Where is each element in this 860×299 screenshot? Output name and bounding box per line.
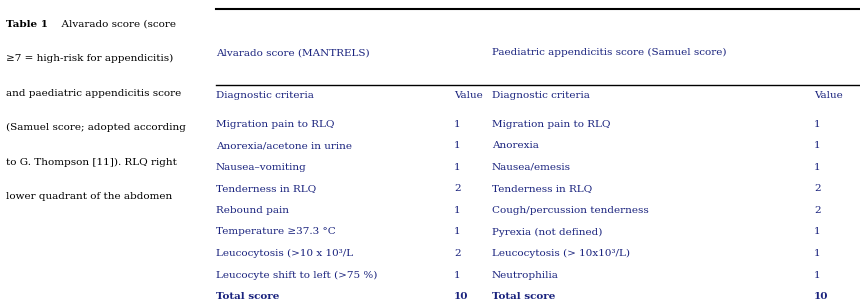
Text: Diagnostic criteria: Diagnostic criteria <box>216 91 314 100</box>
Text: lower quadrant of the abdomen: lower quadrant of the abdomen <box>6 192 172 201</box>
Text: Nausea/emesis: Nausea/emesis <box>492 163 571 172</box>
Text: Cough/percussion tenderness: Cough/percussion tenderness <box>492 206 648 215</box>
Text: Neutrophilia: Neutrophilia <box>492 271 559 280</box>
Text: Temperature ≥37.3 °C: Temperature ≥37.3 °C <box>216 228 335 237</box>
Text: 2: 2 <box>814 206 820 215</box>
Text: Leucocytosis (> 10x10³/L): Leucocytosis (> 10x10³/L) <box>492 249 630 258</box>
Text: 1: 1 <box>814 271 820 280</box>
Text: 1: 1 <box>814 228 820 237</box>
Text: Migration pain to RLQ: Migration pain to RLQ <box>492 120 611 129</box>
Text: 1: 1 <box>454 228 461 237</box>
Text: Value: Value <box>814 91 843 100</box>
Text: 1: 1 <box>454 141 461 150</box>
Text: Total score: Total score <box>492 292 555 299</box>
Text: (Samuel score; adopted according: (Samuel score; adopted according <box>6 123 186 132</box>
Text: Migration pain to RLQ: Migration pain to RLQ <box>216 120 335 129</box>
Text: 1: 1 <box>454 206 461 215</box>
Text: Value: Value <box>454 91 482 100</box>
Text: Alvarado score (MANTRELS): Alvarado score (MANTRELS) <box>216 48 369 57</box>
Text: Paediatric appendicitis score (Samuel score): Paediatric appendicitis score (Samuel sc… <box>492 48 726 57</box>
Text: 1: 1 <box>814 141 820 150</box>
Text: and paediatric appendicitis score: and paediatric appendicitis score <box>6 89 181 98</box>
Text: to G. Thompson [11]). RLQ right: to G. Thompson [11]). RLQ right <box>6 158 176 167</box>
Text: 1: 1 <box>454 120 461 129</box>
Text: Table 1: Table 1 <box>6 19 47 29</box>
Text: ≥7 = high-risk for appendicitis): ≥7 = high-risk for appendicitis) <box>6 54 173 63</box>
Text: Leucocyte shift to left (>75 %): Leucocyte shift to left (>75 %) <box>216 271 377 280</box>
Text: 2: 2 <box>454 184 461 193</box>
Text: Anorexia: Anorexia <box>492 141 538 150</box>
Text: Rebound pain: Rebound pain <box>216 206 289 215</box>
Text: 1: 1 <box>814 163 820 172</box>
Text: 1: 1 <box>454 271 461 280</box>
Text: 1: 1 <box>454 163 461 172</box>
Text: 2: 2 <box>454 249 461 258</box>
Text: Nausea–vomiting: Nausea–vomiting <box>216 163 306 172</box>
Text: 1: 1 <box>814 120 820 129</box>
Text: Tenderness in RLQ: Tenderness in RLQ <box>492 184 592 193</box>
Text: Pyrexia (not defined): Pyrexia (not defined) <box>492 228 602 237</box>
Text: Total score: Total score <box>216 292 279 299</box>
Text: Diagnostic criteria: Diagnostic criteria <box>492 91 590 100</box>
Text: 10: 10 <box>814 292 828 299</box>
Text: Alvarado score (score: Alvarado score (score <box>55 19 176 29</box>
Text: 10: 10 <box>454 292 469 299</box>
Text: 2: 2 <box>814 184 820 193</box>
Text: 1: 1 <box>814 249 820 258</box>
Text: Tenderness in RLQ: Tenderness in RLQ <box>216 184 316 193</box>
Text: Anorexia/acetone in urine: Anorexia/acetone in urine <box>216 141 352 150</box>
Text: Leucocytosis (>10 x 10³/L: Leucocytosis (>10 x 10³/L <box>216 249 353 258</box>
